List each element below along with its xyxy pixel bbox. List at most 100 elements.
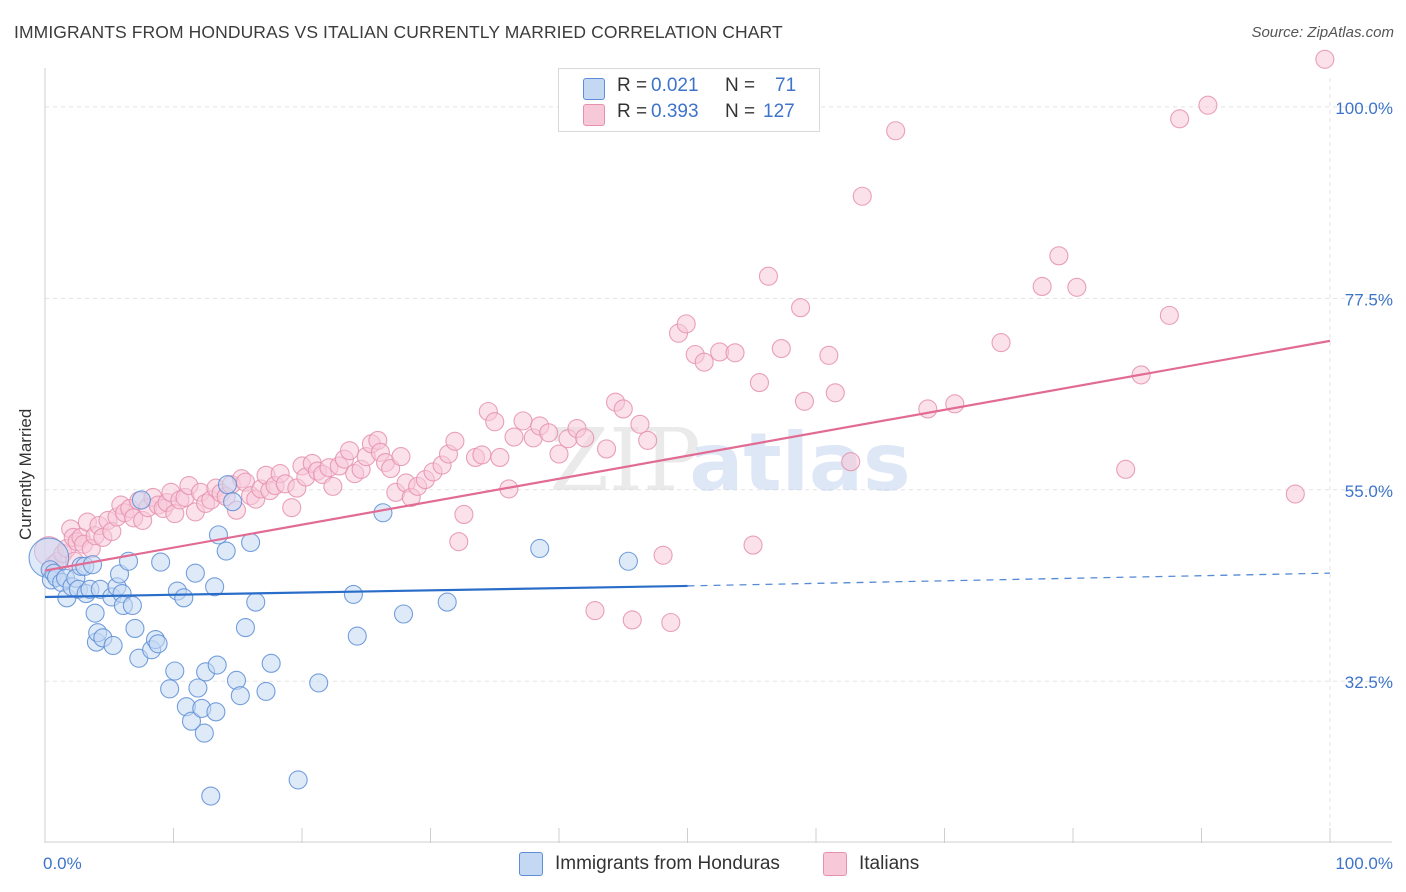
italians-point xyxy=(575,428,595,448)
legend-swatch-blue xyxy=(519,852,543,876)
italians-point xyxy=(1067,277,1087,297)
italians-point xyxy=(485,412,505,432)
honduras-point xyxy=(261,653,281,673)
italians-point xyxy=(676,314,696,334)
honduras-point xyxy=(125,618,145,639)
italians-point xyxy=(539,423,559,443)
honduras-point xyxy=(230,686,250,706)
italians-points xyxy=(33,49,1335,633)
honduras-point xyxy=(618,551,638,571)
honduras-point xyxy=(201,786,221,806)
y-tick-label: 100.0% xyxy=(1335,99,1393,118)
italians-point xyxy=(661,612,681,633)
honduras-trend-extension xyxy=(687,572,1331,587)
honduras-point xyxy=(217,475,238,495)
italians-point xyxy=(622,610,642,630)
italians-trend-line xyxy=(44,339,1331,572)
honduras-point xyxy=(194,723,214,743)
honduras-point xyxy=(185,563,205,583)
axes xyxy=(44,68,1392,843)
legend-swatch-blue xyxy=(583,78,605,100)
honduras-point xyxy=(223,492,243,512)
tick-labels: 32.5% 55.0% 77.5% 100.0% 0.0% 100.0% xyxy=(43,99,1393,873)
honduras-point xyxy=(165,661,185,681)
honduras-point xyxy=(246,592,266,612)
italians-point xyxy=(841,452,861,472)
italians-point xyxy=(339,441,360,461)
honduras-point xyxy=(148,634,168,654)
legend-n-label: N = xyxy=(725,101,756,122)
italians-point xyxy=(1116,459,1136,479)
italians-point xyxy=(585,601,605,621)
honduras-point xyxy=(343,584,363,604)
italians-point xyxy=(549,444,569,464)
italians-point xyxy=(886,121,906,141)
honduras-point xyxy=(241,532,261,553)
italians-point xyxy=(391,447,411,467)
italians-point xyxy=(596,439,617,459)
italians-point xyxy=(825,383,845,403)
legend-swatch-pink xyxy=(823,852,847,876)
italians-point xyxy=(725,343,745,363)
honduras-points xyxy=(28,475,638,806)
honduras-point xyxy=(85,603,105,623)
x-tick-label: 100.0% xyxy=(1335,854,1393,873)
italians-point xyxy=(513,411,533,431)
honduras-point xyxy=(188,678,208,698)
y-tick-label: 55.0% xyxy=(1345,482,1393,501)
honduras-point xyxy=(206,702,226,722)
italians-point xyxy=(1170,109,1190,129)
italians-point xyxy=(282,498,302,518)
italians-point xyxy=(794,391,814,411)
honduras-point xyxy=(347,626,367,646)
honduras-point xyxy=(160,679,180,699)
italians-point xyxy=(449,532,469,552)
honduras-point xyxy=(393,604,414,624)
series-legend: Immigrants from Honduras Italians xyxy=(0,851,1406,879)
legend-r-value-honduras: 0.021 xyxy=(651,75,699,96)
legend-n-label: N = xyxy=(725,75,756,96)
honduras-point xyxy=(437,592,457,612)
legend-label-italians: Italians xyxy=(859,853,920,874)
honduras-point xyxy=(235,618,256,638)
italians-point xyxy=(1315,49,1335,69)
italians-point xyxy=(1285,484,1305,504)
italians-point xyxy=(771,338,791,359)
italians-point xyxy=(743,535,763,555)
italians-point xyxy=(472,445,492,465)
italians-point xyxy=(1159,305,1179,325)
italians-point xyxy=(852,186,872,206)
italians-point xyxy=(819,345,839,365)
legend-r-value-italians: 0.393 xyxy=(651,101,699,122)
x-tick-label: 0.0% xyxy=(43,854,82,873)
honduras-point xyxy=(216,541,236,561)
italians-point xyxy=(1198,95,1218,115)
legend-r-label: R = xyxy=(617,75,648,96)
honduras-point xyxy=(131,490,151,510)
y-tick-label: 32.5% xyxy=(1345,673,1393,692)
honduras-point xyxy=(373,503,393,523)
legend-n-value-italians: 127 xyxy=(763,101,795,122)
italians-point xyxy=(490,447,510,467)
watermark: ZIP atlas xyxy=(549,411,910,511)
italians-point xyxy=(504,427,524,447)
watermark-atlas: atlas xyxy=(689,416,910,509)
italians-point xyxy=(758,266,779,286)
legend-n-value-honduras: 71 xyxy=(775,75,797,96)
honduras-point xyxy=(207,655,227,675)
italians-point xyxy=(791,298,811,318)
honduras-point xyxy=(288,770,308,790)
honduras-point xyxy=(103,635,123,656)
italians-point xyxy=(1032,276,1052,296)
legend-r-label: R = xyxy=(617,101,648,122)
italians-point xyxy=(653,545,673,565)
honduras-trend-line xyxy=(44,584,688,599)
italians-point xyxy=(445,431,465,451)
italians-point xyxy=(613,399,633,419)
honduras-point xyxy=(174,588,194,608)
chart-title: IMMIGRANTS FROM HONDURAS VS ITALIAN CURR… xyxy=(14,22,783,42)
trend-lines xyxy=(44,339,1331,599)
correlation-legend: R = 0.021 N = 71 R = 0.393 N = 127 xyxy=(558,68,820,132)
italians-point xyxy=(1049,246,1069,266)
